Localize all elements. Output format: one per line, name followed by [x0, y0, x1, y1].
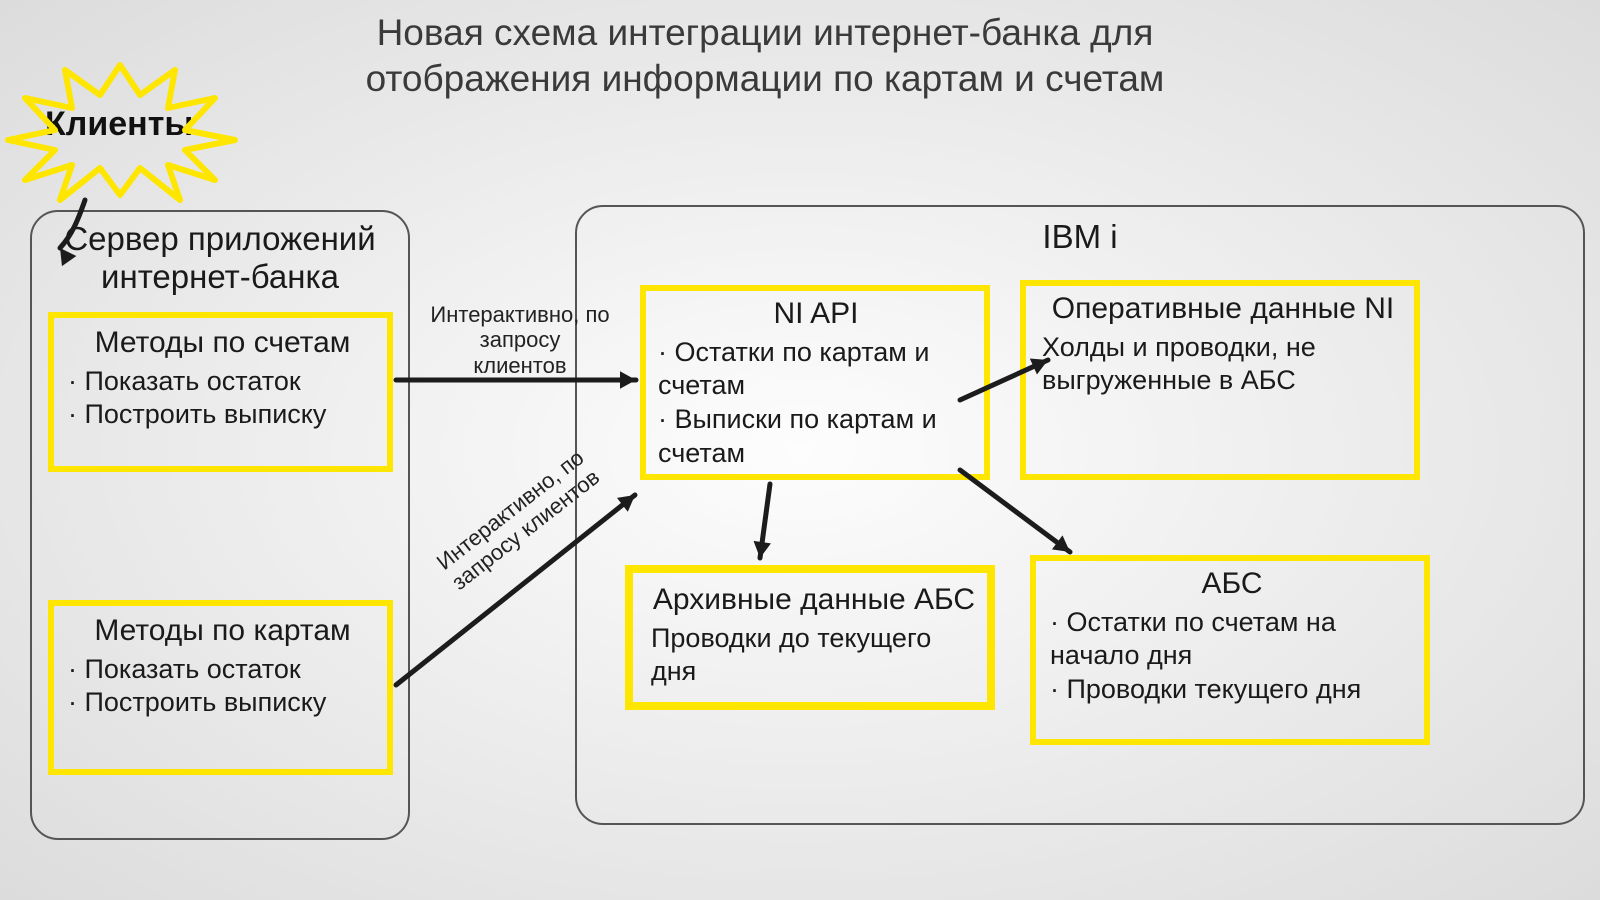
edge-label-line: запросу [480, 327, 561, 352]
accounts-methods-body: · Показать остаток · Построить выписку [68, 365, 377, 433]
diagram-canvas: Новая схема интеграции интернет-банка дл… [0, 0, 1600, 900]
accounts-methods-box: Методы по счетам · Показать остаток · По… [48, 312, 393, 472]
abs-archive-body: Проводки до текущего дня [651, 622, 977, 690]
ni-api-body: · Остатки по картам и счетам · Выписки п… [658, 336, 974, 471]
cards-methods-item: · Показать остаток [68, 653, 377, 687]
accounts-methods-item: · Показать остаток [68, 365, 377, 399]
abs-item: · Остатки по счетам на начало дня [1050, 606, 1414, 674]
edge-label-line: Интерактивно, по [430, 302, 609, 327]
server-container-title: Сервер приложений интернет-банка [45, 220, 395, 296]
cards-methods-title: Методы по картам [68, 614, 377, 649]
edge-label-line: клиентов [473, 353, 566, 378]
ni-oper-title: Оперативные данные NI [1042, 292, 1404, 327]
abs-box: АБС · Остатки по счетам на начало дня · … [1030, 555, 1430, 745]
ni-oper-data-box: Оперативные данные NI Холды и проводки, … [1020, 280, 1420, 480]
ni-api-box: NI API · Остатки по картам и счетам · Вы… [640, 285, 990, 480]
title-line2: отображения информации по картам и счета… [366, 58, 1165, 99]
ni-api-item: · Остатки по картам и счетам [658, 336, 974, 404]
ni-api-item: · Выписки по картам и счетам [658, 403, 974, 471]
clients-burst-label: Клиенты [45, 105, 193, 144]
ni-oper-body: Холды и проводки, не выгруженные в АБС [1042, 331, 1404, 399]
cards-methods-body: · Показать остаток · Построить выписку [68, 653, 377, 721]
cards-methods-box: Методы по картам · Показать остаток · По… [48, 600, 393, 775]
accounts-methods-item: · Построить выписку [68, 398, 377, 432]
ni-api-title: NI API [658, 297, 974, 332]
abs-title: АБС [1050, 567, 1414, 602]
abs-item: · Проводки текущего дня [1050, 673, 1414, 707]
abs-archive-box: Архивные данные АБС Проводки до текущего… [625, 565, 995, 710]
accounts-methods-title: Методы по счетам [68, 326, 377, 361]
title-line1: Новая схема интеграции интернет-банка дл… [377, 12, 1154, 53]
abs-archive-title: Архивные данные АБС [651, 583, 977, 618]
ibmi-container-title: IBM i [980, 218, 1180, 256]
cards-methods-item: · Построить выписку [68, 686, 377, 720]
abs-body: · Остатки по счетам на начало дня · Пров… [1050, 606, 1414, 707]
edge-label-accounts-to-niapi: Интерактивно, по запросу клиентов [415, 302, 625, 378]
diagram-title: Новая схема интеграции интернет-банка дл… [265, 10, 1265, 103]
